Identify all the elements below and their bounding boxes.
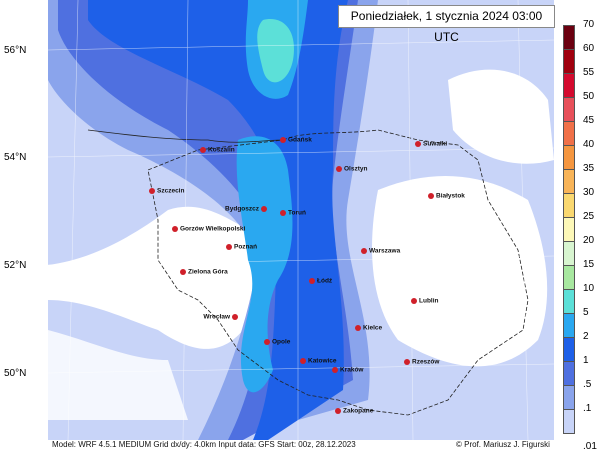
colorbar-segment: [563, 193, 575, 218]
city-marker: [300, 358, 306, 364]
city-marker: [428, 193, 434, 199]
colorbar-segment: [563, 265, 575, 290]
city-marker: [264, 339, 270, 345]
colorbar-label: 10: [583, 283, 595, 294]
city-label: Warszawa: [369, 247, 401, 255]
city-marker: [332, 367, 338, 373]
city-marker: [415, 141, 421, 147]
colorbar-segment: [563, 49, 575, 74]
lat-label: 54°N: [4, 152, 27, 163]
colorbar-label: 25: [583, 211, 595, 222]
colorbar-segment: [563, 169, 575, 194]
city-marker: [335, 408, 341, 414]
colorbar-label: 30: [583, 187, 595, 198]
colorbar-segment: [563, 241, 575, 266]
city-label: Szczecin: [157, 187, 185, 195]
city-label: Zielona Góra: [188, 268, 228, 276]
city-marker: [280, 137, 286, 143]
copyright: © Prof. Mariusz J. Figurski: [452, 440, 554, 450]
city-label: Wrocław: [203, 313, 230, 321]
city-marker: [404, 359, 410, 365]
country-border: [147, 129, 529, 416]
map-title: Poniedziałek, 1 stycznia 2024 03:00 UTC: [338, 5, 555, 44]
colorbar-label: 20: [583, 235, 595, 246]
dry-area-ne: [448, 69, 554, 164]
band-strong: [88, 0, 348, 440]
city-marker: [411, 298, 417, 304]
colorbar-label: .01: [583, 441, 597, 452]
city-label: Zakopane: [343, 407, 374, 415]
colorbar-segment: [563, 73, 575, 98]
colorbar-label: 50: [583, 91, 595, 102]
dry-area-east: [372, 176, 548, 367]
city-marker: [180, 269, 186, 275]
city-label: Toruń: [288, 209, 306, 217]
colorbar-segment: [563, 289, 575, 314]
colorbar-label: 5: [583, 307, 589, 318]
city-marker: [172, 226, 178, 232]
city-marker: [261, 206, 267, 212]
colorbar-label: 35: [583, 163, 595, 174]
dry-area-west: [48, 206, 258, 349]
lat-label: 50°N: [4, 368, 27, 379]
city-marker: [361, 248, 367, 254]
colorbar-label: .5: [583, 379, 592, 390]
city-label: Gdańsk: [288, 136, 312, 144]
city-marker: [149, 188, 155, 194]
city-label: Opole: [272, 338, 291, 346]
city-label: Suwałki: [423, 140, 448, 148]
colorbar-segment: [563, 385, 575, 410]
colorbar-segment: [563, 313, 575, 338]
colorbar-label: 15: [583, 259, 595, 270]
city-label: Białystok: [436, 192, 465, 200]
city-label: Kielce: [363, 324, 383, 332]
city-label: Katowice: [308, 357, 337, 365]
city-label: Koszalin: [208, 146, 235, 154]
lat-label: 52°N: [4, 260, 27, 271]
city-label: Bydgoszcz: [225, 205, 259, 213]
colorbar-segment: [563, 97, 575, 122]
dry-area-sw: [48, 330, 188, 420]
city-marker: [232, 314, 238, 320]
colorbar-label: 70: [583, 19, 595, 30]
city-label: Poznań: [234, 243, 258, 251]
city-label: Olsztyn: [344, 165, 368, 173]
city-marker: [355, 325, 361, 331]
band-peak: [257, 19, 294, 83]
colorbar-label: 55: [583, 67, 595, 78]
city-label: Rzeszów: [412, 358, 440, 366]
colorbar-label: 40: [583, 139, 595, 150]
city-label: Kraków: [340, 366, 364, 374]
city-marker: [226, 244, 232, 250]
precipitation-map: [48, 0, 554, 440]
band-core: [236, 136, 293, 393]
colorbar-segment: [563, 409, 575, 434]
city-marker: [200, 147, 206, 153]
model-info: Model: WRF 4.5.1 MEDIUM Grid dx/dy: 4.0k…: [48, 440, 360, 450]
city-label: Lublin: [419, 297, 439, 305]
colorbar-label: 1: [583, 355, 589, 366]
colorbar-label: .1: [583, 403, 592, 414]
colorbar-segment: [563, 25, 575, 50]
city-label: Łódź: [317, 277, 333, 285]
coastline: [87, 129, 284, 143]
lat-label: 56°N: [4, 45, 27, 56]
colorbar-segment: [563, 361, 575, 386]
colorbar-segment: [563, 145, 575, 170]
city-label: Gorzów Wielkopolski: [180, 225, 246, 233]
colorbar-label: 45: [583, 115, 595, 126]
colorbar-segment: [563, 121, 575, 146]
city-marker: [309, 278, 315, 284]
city-marker: [280, 210, 286, 216]
colorbar-segment: [563, 217, 575, 242]
colorbar-label: 60: [583, 43, 595, 54]
colorbar-label: 2: [583, 331, 589, 342]
colorbar-segment: [563, 337, 575, 362]
city-marker: [336, 166, 342, 172]
